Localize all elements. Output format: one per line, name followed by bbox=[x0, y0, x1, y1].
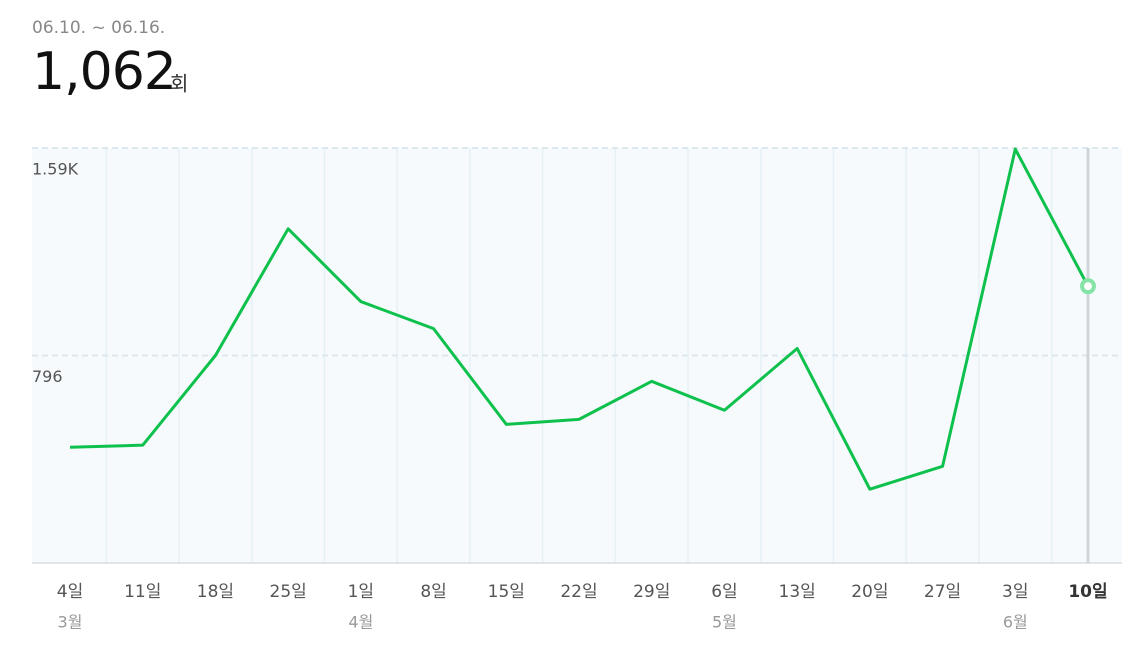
x-tick-label: 6일 bbox=[711, 582, 737, 602]
x-tick-label: 15일 bbox=[488, 582, 525, 602]
y-tick-label: 796 bbox=[32, 367, 63, 386]
month-label: 6월 bbox=[1003, 613, 1028, 632]
line bbox=[69, 147, 1090, 491]
x-tick-label: 25일 bbox=[270, 582, 307, 602]
total: 1,062 bbox=[32, 42, 176, 102]
period: 06.10. ~ 06.16. bbox=[32, 18, 165, 38]
x-tick-label: 3일 bbox=[1002, 582, 1028, 602]
x-tick-label: 10일 bbox=[1068, 582, 1107, 602]
month-label: 3월 bbox=[58, 613, 83, 632]
x-tick-label: 29일 bbox=[633, 582, 670, 602]
x-tick-label: 18일 bbox=[197, 582, 234, 602]
month-label: 5월 bbox=[712, 613, 737, 632]
x-tick-label: 8일 bbox=[420, 582, 446, 602]
x-tick-label: 22일 bbox=[560, 582, 597, 602]
x-tick-label: 1일 bbox=[348, 582, 374, 602]
x-tick-label: 20일 bbox=[851, 582, 888, 602]
y-tick-label: 1.59K bbox=[32, 160, 79, 179]
unit: 회 bbox=[170, 72, 188, 96]
selected-point bbox=[1080, 278, 1096, 295]
x-tick-label: 11일 bbox=[124, 582, 161, 602]
x-tick-label: 4일 bbox=[57, 582, 83, 602]
month-label: 4월 bbox=[348, 613, 373, 632]
x-tick-label: 13일 bbox=[779, 582, 816, 602]
x-tick-label: 27일 bbox=[924, 582, 961, 602]
